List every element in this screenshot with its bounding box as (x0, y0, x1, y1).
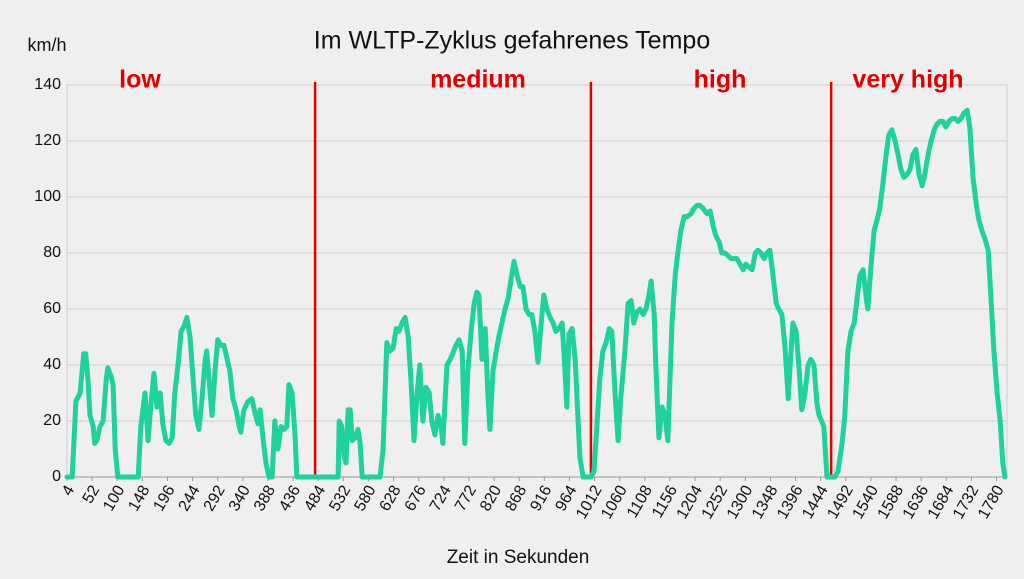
y-tick-label: 140 (34, 76, 61, 93)
y-tick-label: 20 (43, 412, 61, 429)
chart-title: Im WLTP-Zyklus gefahrenes Tempo (314, 27, 710, 55)
y-tick-label: 80 (43, 244, 61, 261)
y-tick-label: 100 (34, 188, 61, 205)
phase-label: low (119, 66, 161, 94)
speed-line (64, 107, 1008, 480)
y-tick-label: 0 (52, 468, 61, 485)
phase-label: medium (430, 66, 526, 94)
y-tick-label: 40 (43, 356, 61, 373)
phase-label: very high (852, 66, 963, 94)
y-tick-label: 60 (43, 300, 61, 317)
x-tick-label: 52 (80, 483, 104, 507)
y-tick-label: 120 (34, 132, 61, 149)
y-axis-label: km/h (27, 35, 66, 55)
x-axis-label: Zeit in Sekunden (447, 547, 590, 568)
phase-label: high (694, 66, 747, 94)
